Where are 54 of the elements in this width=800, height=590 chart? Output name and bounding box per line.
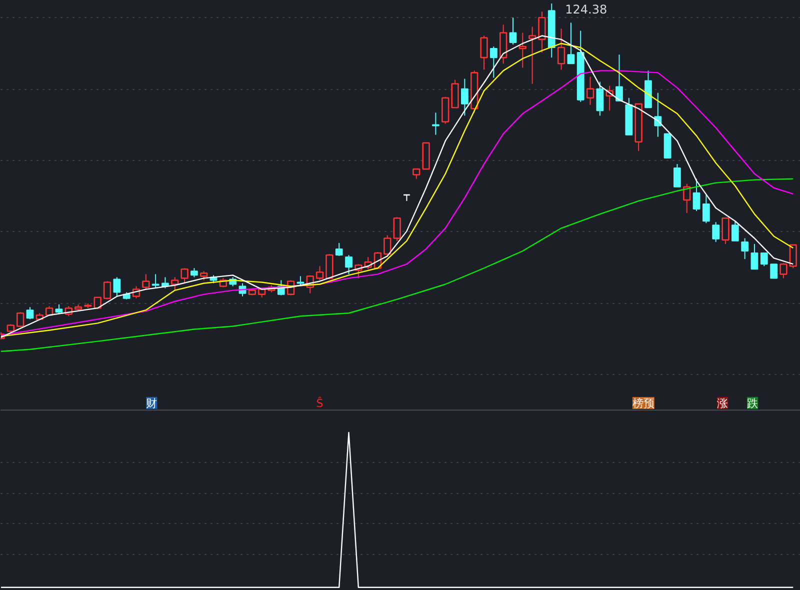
candlestick — [296, 276, 304, 287]
candlestick — [683, 183, 691, 214]
candlestick — [171, 276, 179, 291]
candlestick — [432, 112, 440, 136]
candlestick — [692, 178, 700, 212]
candlestick — [538, 11, 546, 54]
candlestick — [103, 280, 112, 300]
candlestick — [335, 242, 343, 257]
candlestick — [180, 268, 188, 284]
candlestick — [770, 264, 778, 279]
text: 财 — [146, 396, 158, 410]
candlestick — [722, 217, 730, 244]
candlestick — [26, 306, 34, 320]
candlestick — [412, 168, 420, 180]
candlestick — [384, 234, 392, 256]
candlestick — [480, 35, 488, 70]
candlestick — [789, 244, 797, 269]
candlestick — [780, 262, 788, 279]
candlestick — [94, 296, 102, 310]
candlestick — [731, 220, 739, 242]
candlestick — [674, 164, 681, 188]
candlestick — [113, 276, 121, 297]
candlestick — [509, 17, 517, 45]
candlestick — [567, 22, 575, 64]
candlestick — [345, 254, 352, 275]
annotation: 124.38 — [565, 2, 608, 16]
candlestick — [616, 54, 623, 102]
candlestick — [200, 270, 208, 281]
candlestick — [557, 28, 566, 70]
candlestick — [741, 238, 749, 260]
candlestick — [316, 266, 324, 281]
text: 涨 — [717, 396, 728, 410]
candlestick — [393, 216, 401, 242]
candlestick — [442, 96, 450, 124]
text: 跌 — [747, 396, 758, 410]
candlestick — [712, 222, 720, 242]
candlestick — [490, 46, 498, 78]
candlestick — [596, 81, 604, 116]
candlestick — [750, 243, 758, 270]
candlestick — [460, 78, 468, 116]
candlestick — [162, 276, 169, 289]
text: Ŝ — [316, 396, 324, 410]
candlestick — [760, 252, 768, 267]
text: 榜预 — [632, 396, 654, 410]
candlestick — [152, 274, 160, 289]
candlestick — [451, 79, 459, 108]
candlestick — [654, 92, 662, 138]
candlestick — [518, 32, 526, 68]
candlestick — [586, 76, 594, 106]
candlestick — [528, 26, 536, 84]
candlestick — [16, 312, 24, 328]
candlestick — [702, 194, 710, 224]
candlestick — [190, 268, 198, 278]
candlestick — [142, 274, 150, 290]
